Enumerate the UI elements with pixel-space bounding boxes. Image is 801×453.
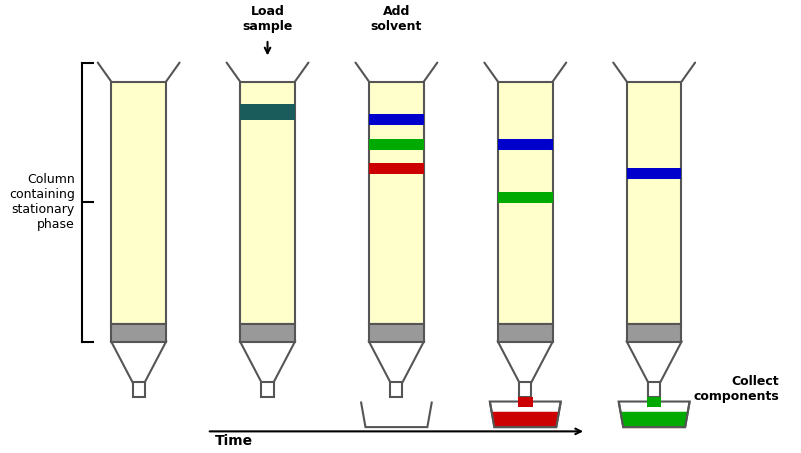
Polygon shape [492, 412, 559, 427]
Polygon shape [627, 342, 682, 382]
Bar [390, 382, 402, 397]
Bar [240, 82, 295, 324]
Bar [647, 397, 662, 407]
Bar [240, 324, 295, 342]
Bar [369, 163, 424, 174]
Bar [627, 324, 682, 342]
Polygon shape [621, 412, 688, 427]
Bar [498, 192, 553, 203]
Bar [498, 139, 553, 149]
Polygon shape [369, 342, 424, 382]
Bar [518, 397, 533, 407]
Bar [498, 82, 553, 324]
Bar [519, 382, 531, 397]
Text: Time: Time [215, 434, 252, 448]
Bar [111, 82, 166, 324]
Polygon shape [618, 401, 690, 427]
Polygon shape [490, 401, 561, 427]
Bar [369, 324, 424, 342]
Bar [133, 382, 145, 397]
Bar [261, 382, 274, 397]
Bar [240, 104, 295, 120]
Bar [627, 82, 682, 324]
Text: Collect
components: Collect components [694, 375, 779, 403]
Bar [111, 324, 166, 342]
Bar [498, 324, 553, 342]
Text: Column
containing
stationary
phase: Column containing stationary phase [9, 173, 75, 231]
Text: Add
solvent: Add solvent [371, 5, 422, 33]
Bar [369, 139, 424, 149]
Bar [369, 115, 424, 125]
Bar [627, 168, 682, 178]
Bar [369, 82, 424, 324]
Text: Load
sample: Load sample [243, 5, 292, 33]
Polygon shape [111, 342, 166, 382]
Polygon shape [240, 342, 295, 382]
Polygon shape [498, 342, 553, 382]
Bar [648, 382, 660, 397]
